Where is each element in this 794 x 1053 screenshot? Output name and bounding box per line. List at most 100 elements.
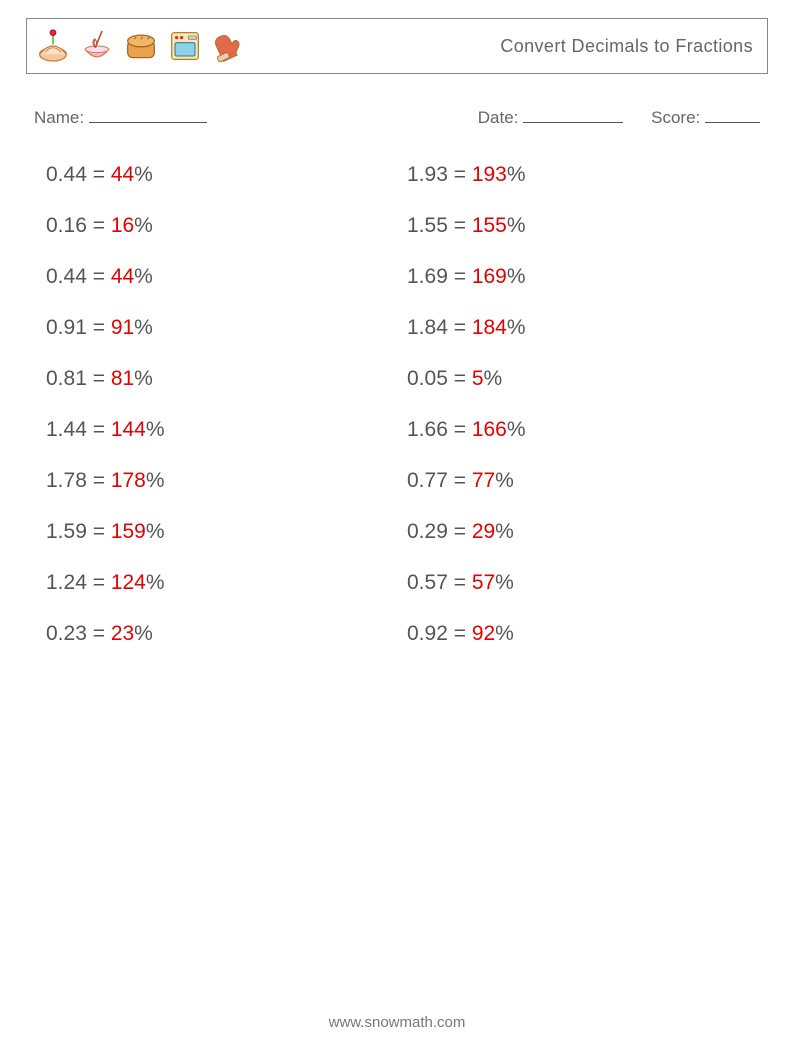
- problems-grid: 0.44 = 44%0.16 = 16%0.44 = 44%0.91 = 91%…: [46, 164, 768, 644]
- equals-sign: =: [448, 520, 472, 543]
- percent-sign: %: [495, 520, 514, 543]
- answer-value: 184: [472, 316, 507, 339]
- equation-row: 1.78 = 178%: [46, 470, 407, 491]
- answer-value: 159: [111, 520, 146, 543]
- percent-sign: %: [134, 622, 153, 645]
- answer-value: 178: [111, 469, 146, 492]
- percent-sign: %: [146, 469, 165, 492]
- equation-row: 1.69 = 169%: [407, 266, 768, 287]
- answer-value: 5: [472, 367, 484, 390]
- date-field: Date:: [478, 104, 623, 128]
- equals-sign: =: [448, 571, 472, 594]
- footer: www.snowmath.com: [0, 1014, 794, 1031]
- equation-row: 0.29 = 29%: [407, 521, 768, 542]
- percent-sign: %: [495, 469, 514, 492]
- decimal-value: 0.91: [46, 316, 87, 339]
- decimal-value: 0.44: [46, 265, 87, 288]
- decimal-value: 0.77: [407, 469, 448, 492]
- equation-row: 1.55 = 155%: [407, 215, 768, 236]
- equals-sign: =: [87, 622, 111, 645]
- equation-row: 1.44 = 144%: [46, 419, 407, 440]
- equation-row: 1.93 = 193%: [407, 164, 768, 185]
- equals-sign: =: [87, 418, 111, 441]
- score-blank[interactable]: [705, 104, 760, 123]
- percent-sign: %: [134, 163, 153, 186]
- equals-sign: =: [448, 214, 472, 237]
- decimal-value: 1.93: [407, 163, 448, 186]
- percent-sign: %: [495, 622, 514, 645]
- answer-value: 144: [111, 418, 146, 441]
- equals-sign: =: [87, 571, 111, 594]
- answer-value: 16: [111, 214, 134, 237]
- problems-col-left: 0.44 = 44%0.16 = 16%0.44 = 44%0.91 = 91%…: [46, 164, 407, 644]
- percent-sign: %: [146, 418, 165, 441]
- percent-sign: %: [134, 316, 153, 339]
- decimal-value: 0.16: [46, 214, 87, 237]
- percent-sign: %: [146, 520, 165, 543]
- score-field: Score:: [651, 104, 760, 128]
- name-label: Name:: [34, 108, 84, 127]
- answer-value: 92: [472, 622, 495, 645]
- percent-sign: %: [507, 163, 526, 186]
- percent-sign: %: [134, 367, 153, 390]
- equation-row: 1.84 = 184%: [407, 317, 768, 338]
- equation-row: 0.44 = 44%: [46, 164, 407, 185]
- decimal-value: 0.29: [407, 520, 448, 543]
- equals-sign: =: [87, 367, 111, 390]
- answer-value: 193: [472, 163, 507, 186]
- decimal-value: 1.44: [46, 418, 87, 441]
- answer-value: 155: [472, 214, 507, 237]
- answer-value: 81: [111, 367, 134, 390]
- equals-sign: =: [448, 418, 472, 441]
- equals-sign: =: [87, 469, 111, 492]
- percent-sign: %: [507, 418, 526, 441]
- bread-icon: [121, 26, 161, 66]
- percent-sign: %: [134, 265, 153, 288]
- decimal-value: 1.84: [407, 316, 448, 339]
- equals-sign: =: [87, 214, 111, 237]
- name-field: Name:: [34, 104, 207, 128]
- decimal-value: 1.69: [407, 265, 448, 288]
- date-label: Date:: [478, 108, 519, 127]
- decimal-value: 1.24: [46, 571, 87, 594]
- equals-sign: =: [87, 520, 111, 543]
- equals-sign: =: [448, 367, 472, 390]
- equals-sign: =: [87, 163, 111, 186]
- answer-value: 29: [472, 520, 495, 543]
- meta-row: Name: Date: Score:: [34, 104, 760, 128]
- equation-row: 0.16 = 16%: [46, 215, 407, 236]
- name-blank[interactable]: [89, 104, 207, 123]
- equation-row: 0.77 = 77%: [407, 470, 768, 491]
- percent-sign: %: [507, 214, 526, 237]
- mitt-icon: [209, 26, 249, 66]
- equation-row: 0.44 = 44%: [46, 266, 407, 287]
- date-blank[interactable]: [523, 104, 623, 123]
- percent-sign: %: [146, 571, 165, 594]
- decimal-value: 0.57: [407, 571, 448, 594]
- answer-value: 44: [111, 265, 134, 288]
- percent-sign: %: [484, 367, 503, 390]
- header-icons: [33, 26, 249, 66]
- answer-value: 44: [111, 163, 134, 186]
- equals-sign: =: [87, 316, 111, 339]
- equation-row: 0.91 = 91%: [46, 317, 407, 338]
- equation-row: 0.92 = 92%: [407, 623, 768, 644]
- answer-value: 169: [472, 265, 507, 288]
- answer-value: 77: [472, 469, 495, 492]
- worksheet-header: Convert Decimals to Fractions: [26, 18, 768, 74]
- answer-value: 166: [472, 418, 507, 441]
- decimal-value: 1.59: [46, 520, 87, 543]
- decimal-value: 0.92: [407, 622, 448, 645]
- worksheet-title: Convert Decimals to Fractions: [500, 36, 753, 57]
- equation-row: 0.05 = 5%: [407, 368, 768, 389]
- equation-row: 1.24 = 124%: [46, 572, 407, 593]
- problems-col-right: 1.93 = 193%1.55 = 155%1.69 = 169%1.84 = …: [407, 164, 768, 644]
- equals-sign: =: [448, 469, 472, 492]
- equation-row: 1.59 = 159%: [46, 521, 407, 542]
- equals-sign: =: [448, 622, 472, 645]
- answer-value: 91: [111, 316, 134, 339]
- decimal-value: 0.44: [46, 163, 87, 186]
- pie-icon: [33, 26, 73, 66]
- bowl-icon: [77, 26, 117, 66]
- oven-icon: [165, 26, 205, 66]
